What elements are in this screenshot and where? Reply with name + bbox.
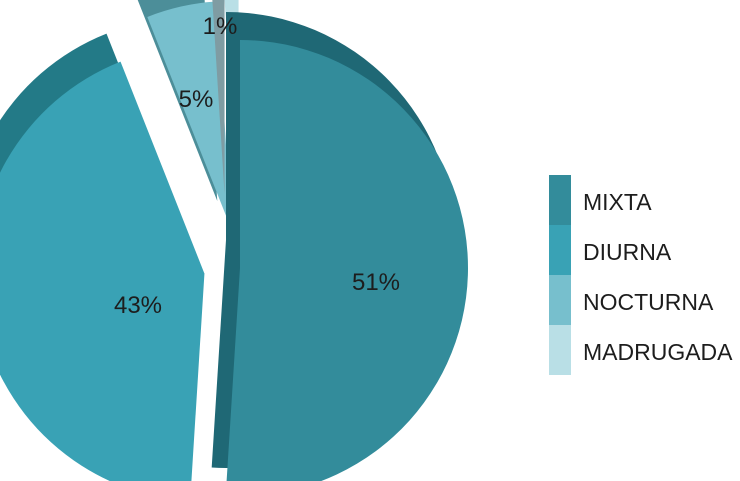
slice-mixta — [226, 40, 468, 481]
slice-label-madrugada: 1% — [203, 13, 238, 40]
slice-label-nocturna: 5% — [179, 86, 214, 113]
legend-swatch-madrugada — [549, 325, 571, 375]
legend: MIXTA DIURNA NOCTURNA MADRUGADA — [549, 175, 733, 375]
slice-nocturna — [147, 1, 232, 229]
pie-slices — [0, 0, 468, 481]
legend-swatch-mixta — [549, 175, 571, 225]
legend-swatch-nocturna — [549, 275, 571, 325]
slice-labels: 51% 43% 5% 1% — [114, 13, 400, 319]
legend-label-diurna: DIURNA — [583, 239, 672, 265]
legend-label-mixta: MIXTA — [583, 189, 652, 215]
slice-diurna — [0, 61, 205, 481]
slice-label-mixta: 51% — [352, 269, 400, 296]
legend-label-nocturna: NOCTURNA — [583, 289, 714, 315]
slice-side-madrugada — [212, 0, 225, 195]
slice-label-diurna: 43% — [114, 292, 162, 319]
legend-label-madrugada: MADRUGADA — [583, 339, 733, 365]
legend-swatch-diurna — [549, 225, 571, 275]
